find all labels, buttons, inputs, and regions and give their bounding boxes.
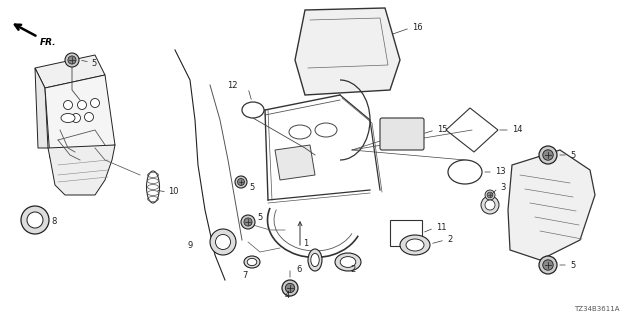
Text: FR.: FR. — [40, 38, 56, 47]
Text: 16: 16 — [412, 22, 422, 31]
Ellipse shape — [340, 257, 356, 268]
Text: 11: 11 — [436, 223, 447, 233]
Text: 10: 10 — [168, 188, 179, 196]
Circle shape — [285, 284, 294, 292]
Polygon shape — [275, 145, 315, 180]
Text: 6: 6 — [296, 266, 302, 275]
Circle shape — [485, 190, 495, 200]
Ellipse shape — [308, 249, 322, 271]
Circle shape — [241, 215, 255, 229]
Text: 8: 8 — [51, 217, 56, 226]
Ellipse shape — [289, 125, 311, 139]
Polygon shape — [508, 150, 595, 260]
Circle shape — [216, 235, 230, 250]
Polygon shape — [35, 55, 105, 88]
Circle shape — [77, 100, 86, 109]
Ellipse shape — [247, 259, 257, 266]
Circle shape — [27, 212, 43, 228]
Text: 7: 7 — [243, 270, 248, 279]
Circle shape — [210, 229, 236, 255]
Circle shape — [90, 99, 99, 108]
Circle shape — [539, 256, 557, 274]
Text: 4: 4 — [284, 291, 290, 300]
Circle shape — [65, 53, 79, 67]
Text: 5: 5 — [570, 150, 575, 159]
Circle shape — [21, 206, 49, 234]
Circle shape — [235, 176, 247, 188]
Circle shape — [481, 196, 499, 214]
Text: TZ34B3611A: TZ34B3611A — [575, 306, 620, 312]
Ellipse shape — [335, 253, 361, 271]
Circle shape — [543, 260, 553, 270]
Text: 14: 14 — [512, 125, 522, 134]
FancyBboxPatch shape — [380, 118, 424, 150]
Circle shape — [485, 200, 495, 210]
Polygon shape — [295, 8, 400, 95]
Text: 3: 3 — [500, 182, 506, 191]
Text: 2: 2 — [447, 236, 452, 244]
Ellipse shape — [448, 160, 482, 184]
Text: 5: 5 — [570, 260, 575, 269]
Text: 15: 15 — [437, 124, 447, 133]
Text: 1: 1 — [303, 238, 308, 247]
Ellipse shape — [242, 102, 264, 118]
Circle shape — [237, 179, 244, 186]
Circle shape — [84, 113, 93, 122]
Circle shape — [539, 146, 557, 164]
Polygon shape — [45, 75, 115, 158]
Ellipse shape — [61, 114, 75, 123]
Circle shape — [72, 114, 81, 123]
Ellipse shape — [311, 253, 319, 267]
Circle shape — [68, 56, 76, 64]
Circle shape — [543, 150, 553, 160]
FancyBboxPatch shape — [390, 220, 422, 246]
Text: 5: 5 — [91, 59, 96, 68]
Polygon shape — [48, 145, 115, 195]
Text: 9: 9 — [188, 241, 193, 250]
Text: 5: 5 — [257, 212, 262, 221]
Text: 12: 12 — [227, 82, 238, 91]
Ellipse shape — [400, 235, 430, 255]
Circle shape — [487, 192, 493, 198]
Polygon shape — [35, 68, 48, 148]
Circle shape — [244, 218, 252, 226]
Circle shape — [63, 100, 72, 109]
Text: 2: 2 — [350, 266, 355, 275]
Circle shape — [282, 280, 298, 296]
Text: 5: 5 — [249, 183, 254, 193]
Ellipse shape — [406, 239, 424, 251]
Ellipse shape — [244, 256, 260, 268]
Ellipse shape — [315, 123, 337, 137]
Text: 13: 13 — [495, 166, 506, 175]
